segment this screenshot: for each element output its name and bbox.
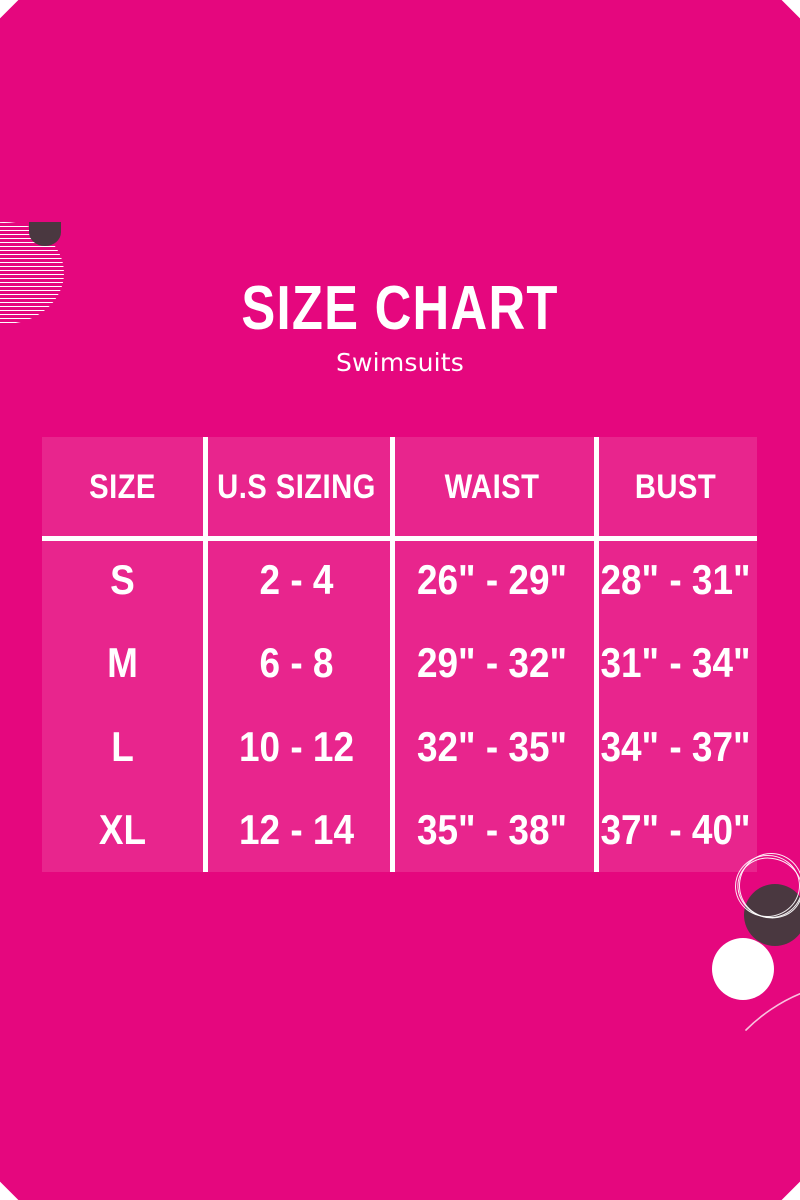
table-header-rule xyxy=(42,536,757,541)
table-row: 29" - 32" xyxy=(416,639,568,687)
table-row: 2 - 4 xyxy=(259,555,334,603)
table-row: 10 - 12 xyxy=(238,722,355,770)
table-row: 35" - 38" xyxy=(416,806,568,854)
table-column-divider-2 xyxy=(390,437,395,872)
thin-arc-decoration xyxy=(745,992,800,1031)
page-title: SIZE CHART xyxy=(241,274,559,343)
corner-notch-bottom-right xyxy=(781,1181,800,1200)
white-circle-decoration xyxy=(712,938,774,1000)
table-header-bust: BUST xyxy=(634,468,717,506)
corner-notch-top-left xyxy=(0,0,19,19)
corner-notch-bottom-left xyxy=(0,1181,19,1200)
table-header-waist: WAIST xyxy=(444,468,540,506)
table-row: 37" - 40" xyxy=(600,806,751,854)
table-row: 6 - 8 xyxy=(259,639,334,687)
table-column-divider-1 xyxy=(203,437,208,872)
table-row: 34" - 37" xyxy=(600,722,751,770)
dark-circle-decoration xyxy=(744,884,800,946)
table-header-us-sizing: U.S SIZING xyxy=(217,468,376,506)
page-subtitle: Swimsuits xyxy=(335,348,465,377)
table-row: M xyxy=(107,639,138,687)
table-column-divider-3 xyxy=(594,437,599,872)
table-row: L xyxy=(111,722,134,770)
corner-notch-top-right xyxy=(781,0,800,19)
size-chart-table: SIZE U.S SIZING WAIST BUST S 2 - 4 26" -… xyxy=(42,437,757,872)
table-row: 32" - 35" xyxy=(416,722,568,770)
table-row: S xyxy=(110,555,135,603)
table-row: 12 - 14 xyxy=(238,806,355,854)
table-row: 26" - 29" xyxy=(416,555,568,603)
table-row: XL xyxy=(98,806,147,854)
dark-half-disc-decoration xyxy=(29,222,61,246)
table-header-size: SIZE xyxy=(89,468,156,506)
table-row: 28" - 31" xyxy=(600,555,751,603)
title-block: SIZE CHART Swimsuits xyxy=(0,274,800,377)
table-grid: SIZE U.S SIZING WAIST BUST S 2 - 4 26" -… xyxy=(42,437,757,872)
table-row: 31" - 34" xyxy=(600,639,751,687)
